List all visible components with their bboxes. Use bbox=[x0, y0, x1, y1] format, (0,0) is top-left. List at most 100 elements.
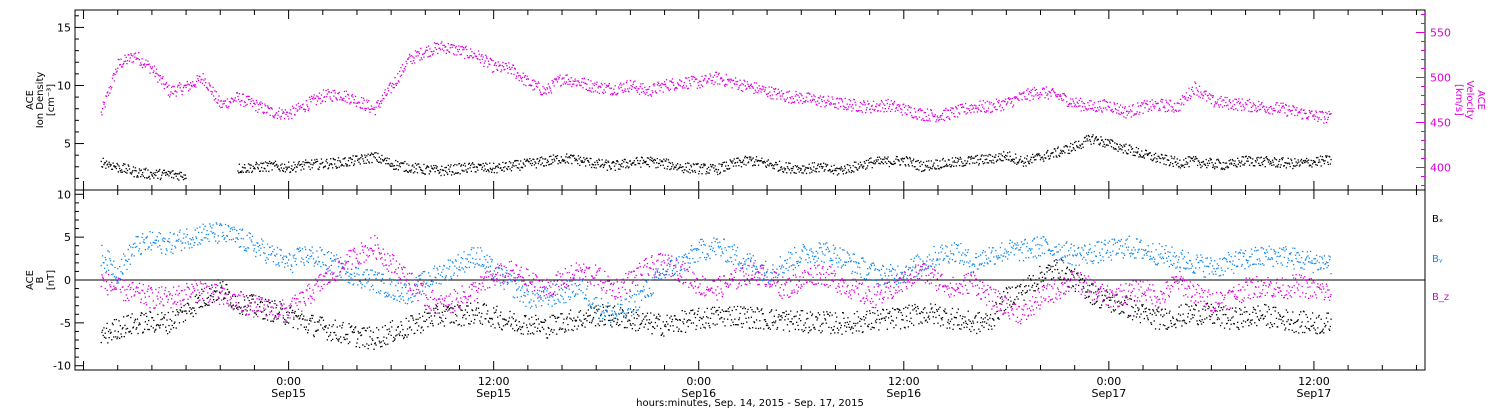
density-point bbox=[768, 159, 769, 160]
density-point bbox=[118, 165, 119, 166]
velocity-point bbox=[1284, 107, 1285, 108]
density-point bbox=[1311, 166, 1312, 167]
velocity-point bbox=[831, 103, 832, 104]
velocity-point bbox=[1197, 90, 1198, 91]
density-point bbox=[145, 169, 146, 170]
b-field-point-0 bbox=[837, 332, 838, 333]
density-point bbox=[1321, 165, 1322, 166]
density-point bbox=[812, 170, 813, 171]
velocity-point bbox=[1296, 107, 1297, 108]
density-point bbox=[527, 160, 528, 161]
density-point bbox=[539, 160, 540, 161]
velocity-point bbox=[418, 51, 419, 52]
velocity-point bbox=[902, 114, 903, 115]
velocity-point bbox=[343, 98, 344, 99]
density-point bbox=[526, 160, 527, 161]
density-point bbox=[1031, 157, 1032, 158]
density-point bbox=[293, 162, 294, 163]
velocity-point bbox=[1190, 98, 1191, 99]
density-point bbox=[692, 171, 693, 172]
density-point bbox=[843, 170, 844, 171]
density-point bbox=[141, 174, 142, 175]
velocity-point bbox=[361, 97, 362, 98]
density-point bbox=[1090, 141, 1091, 142]
b-field-point-0 bbox=[701, 318, 702, 319]
b-field-point-0 bbox=[603, 307, 604, 308]
velocity-point bbox=[1278, 110, 1279, 111]
density-point bbox=[655, 160, 656, 161]
density-point bbox=[927, 165, 928, 166]
velocity-point bbox=[1182, 95, 1183, 96]
density-point bbox=[1121, 145, 1122, 146]
velocity-point bbox=[1267, 109, 1268, 110]
velocity-point bbox=[502, 62, 503, 63]
velocity-point bbox=[289, 113, 290, 114]
density-point bbox=[430, 171, 431, 172]
density-point bbox=[716, 169, 717, 170]
velocity-point bbox=[433, 51, 434, 52]
velocity-point bbox=[1218, 104, 1219, 105]
density-point bbox=[1267, 159, 1268, 160]
velocity-point bbox=[287, 112, 288, 113]
velocity-point bbox=[837, 98, 838, 99]
density-point bbox=[718, 169, 719, 170]
velocity-point bbox=[1209, 99, 1210, 100]
velocity-point bbox=[111, 87, 112, 88]
velocity-point bbox=[197, 75, 198, 76]
density-point bbox=[887, 158, 888, 159]
b-field-point-0 bbox=[548, 328, 549, 329]
velocity-point bbox=[753, 88, 754, 89]
velocity-point bbox=[803, 98, 804, 99]
velocity-point bbox=[1144, 100, 1145, 101]
velocity-point bbox=[688, 88, 689, 89]
density-point bbox=[1009, 151, 1010, 152]
velocity-point bbox=[279, 117, 280, 118]
b-field-point-0 bbox=[670, 325, 671, 326]
density-point bbox=[549, 156, 550, 157]
velocity-point bbox=[370, 109, 371, 110]
density-point bbox=[1060, 150, 1061, 151]
density-point bbox=[547, 160, 548, 161]
density-point bbox=[788, 168, 789, 169]
velocity-point bbox=[1170, 100, 1171, 101]
velocity-point bbox=[738, 87, 739, 88]
density-point bbox=[350, 158, 351, 159]
b-field-point-0 bbox=[221, 285, 222, 286]
density-point bbox=[750, 157, 751, 158]
velocity-point bbox=[1265, 111, 1266, 112]
density-point bbox=[463, 170, 464, 171]
velocity-point bbox=[826, 102, 827, 103]
velocity-point bbox=[956, 107, 957, 108]
density-point bbox=[977, 159, 978, 160]
velocity-point bbox=[531, 85, 532, 86]
b-field-point-0 bbox=[368, 348, 369, 349]
velocity-point bbox=[1271, 106, 1272, 107]
density-point bbox=[1025, 162, 1026, 163]
density-point bbox=[310, 164, 311, 165]
velocity-point bbox=[366, 108, 367, 109]
velocity-point bbox=[573, 81, 574, 82]
density-point bbox=[762, 161, 763, 162]
density-point bbox=[1248, 161, 1249, 162]
density-point bbox=[348, 158, 349, 159]
b-field-point-0 bbox=[272, 301, 273, 302]
density-point bbox=[857, 169, 858, 170]
b-field-point-0 bbox=[454, 322, 455, 323]
velocity-point bbox=[716, 72, 717, 73]
velocity-point bbox=[920, 108, 921, 109]
b-field-point-0 bbox=[408, 321, 409, 322]
velocity-point bbox=[841, 99, 842, 100]
velocity-point bbox=[281, 109, 282, 110]
velocity-point bbox=[828, 101, 829, 102]
density-point bbox=[1144, 157, 1145, 158]
density-point bbox=[279, 169, 280, 170]
density-point bbox=[585, 165, 586, 166]
density-point bbox=[867, 165, 868, 166]
velocity-point bbox=[786, 92, 787, 93]
density-point bbox=[435, 171, 436, 172]
b-field-point-0 bbox=[475, 315, 476, 316]
velocity-point bbox=[143, 65, 144, 66]
velocity-point bbox=[1181, 102, 1182, 103]
panel1-right-tick-label: 450 bbox=[1430, 117, 1451, 130]
b-field-point-0 bbox=[421, 326, 422, 327]
